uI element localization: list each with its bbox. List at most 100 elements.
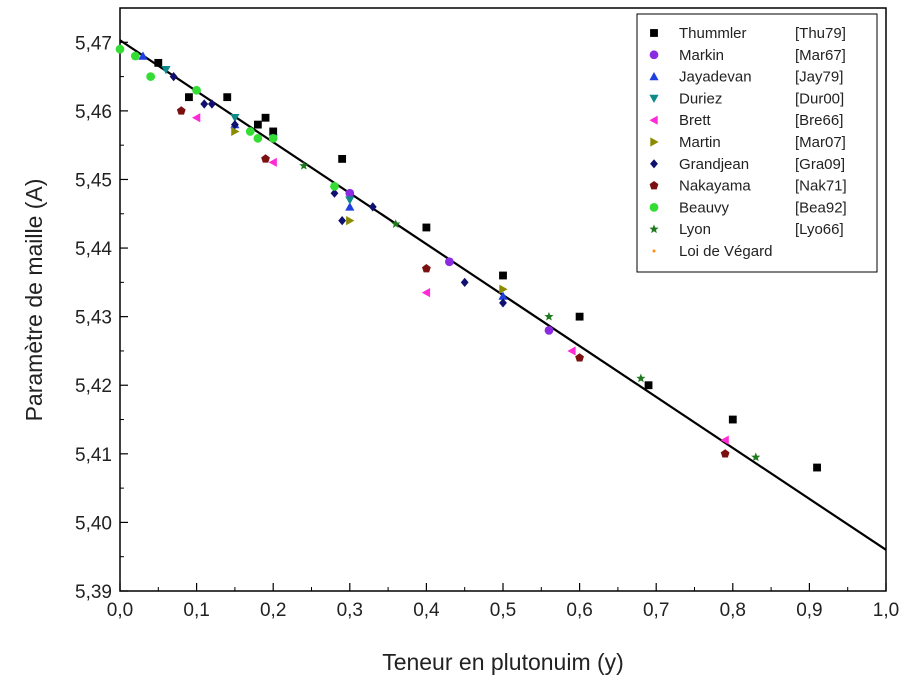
- y-tick-label: 5,47: [75, 33, 112, 54]
- legend-marker-nakayama: [649, 181, 659, 190]
- point-duriez: [161, 66, 171, 75]
- point-thummler: [728, 415, 737, 424]
- point-grandjean: [368, 202, 377, 212]
- point-lyon: [636, 373, 646, 383]
- point-thummler: [154, 58, 163, 67]
- point-martin: [231, 126, 240, 137]
- legend-label-jayadevan: Jayadevan: [679, 69, 752, 86]
- point-thummler: [253, 120, 262, 129]
- y-tick-label: 5,42: [75, 376, 112, 397]
- point-beauvy: [245, 127, 255, 136]
- point-beauvy: [253, 133, 263, 143]
- point-grandjean: [460, 277, 469, 287]
- point-beauvy: [192, 85, 201, 95]
- point-thummler: [338, 154, 347, 163]
- point-nakayama: [575, 353, 584, 362]
- legend-marker-duriez: [649, 94, 659, 103]
- legend-label-loi-de-v-gard: Loi de Végard: [679, 243, 772, 260]
- point-markin: [544, 325, 554, 335]
- point-martin: [346, 216, 355, 226]
- x-tick-label: 0,2: [260, 600, 286, 621]
- legend-label-grandjean: Grandjean: [679, 156, 749, 173]
- legend-label-lyon: Lyon: [679, 221, 711, 238]
- x-tick-label: 0,1: [183, 600, 209, 621]
- y-tick-label: 5,43: [75, 308, 112, 329]
- point-thummler: [813, 463, 821, 472]
- point-thummler: [499, 271, 507, 280]
- point-nakayama: [720, 449, 730, 458]
- point-jayadevan: [498, 291, 508, 300]
- legend-ref-nakayama: [Nak71]: [795, 178, 847, 195]
- point-duriez: [345, 196, 355, 205]
- y-tick-label: 5,44: [75, 239, 112, 260]
- point-thummler: [269, 127, 278, 136]
- point-grandjean: [200, 99, 209, 109]
- y-tick-label: 5,41: [75, 445, 112, 466]
- point-nakayama: [261, 154, 270, 163]
- legend-ref-jayadevan: [Jay79]: [795, 69, 843, 86]
- point-thummler: [261, 113, 270, 122]
- point-thummler: [422, 223, 431, 232]
- legend-ref-brett: [Bre66]: [795, 112, 843, 129]
- point-grandjean: [169, 71, 178, 82]
- point-beauvy: [115, 44, 125, 54]
- legend-marker-brett: [649, 115, 658, 125]
- point-nakayama: [176, 106, 186, 115]
- point-markin: [345, 188, 355, 198]
- legend-marker-lyon: [649, 224, 659, 234]
- legend-ref-grandjean: [Gra09]: [795, 156, 845, 173]
- legend-label-duriez: Duriez: [679, 90, 722, 107]
- x-axis-title: Teneur en plutonuim (y): [382, 649, 624, 675]
- point-grandjean: [499, 298, 507, 308]
- x-tick-label: 0,5: [490, 600, 516, 621]
- legend-label-martin: Martin: [679, 134, 721, 151]
- legend-marker-thummler: [650, 29, 658, 37]
- point-brett: [192, 113, 201, 123]
- x-tick-label: 0,8: [720, 600, 746, 621]
- point-duriez: [230, 114, 240, 123]
- point-beauvy: [146, 72, 156, 81]
- point-lyon: [751, 452, 761, 462]
- point-thummler: [223, 93, 232, 102]
- legend-marker-martin: [650, 137, 659, 147]
- point-grandjean: [330, 188, 339, 198]
- legend-box: [636, 13, 878, 273]
- legend-ref-duriez: [Dur00]: [795, 90, 844, 107]
- x-tick-label: 0,7: [643, 600, 669, 621]
- point-grandjean: [338, 216, 347, 226]
- point-brett: [720, 435, 729, 445]
- point-brett: [421, 288, 431, 298]
- y-tick-label: 5,40: [75, 513, 112, 534]
- point-jayadevan: [345, 202, 355, 211]
- legend-label-markin: Markin: [679, 47, 724, 64]
- legend-marker-jayadevan: [649, 72, 659, 81]
- y-tick-label: 5,45: [75, 170, 112, 191]
- point-grandjean: [230, 120, 239, 130]
- point-beauvy: [130, 51, 140, 61]
- legend-label-beauvy: Beauvy: [679, 199, 730, 216]
- legend-ref-markin: [Mar67]: [795, 47, 846, 64]
- legend-ref-martin: [Mar07]: [795, 134, 846, 151]
- y-tick-label: 5,39: [75, 582, 112, 603]
- point-thummler: [575, 312, 584, 321]
- x-tick-label: 0,4: [413, 600, 440, 621]
- point-lyon: [544, 311, 554, 321]
- point-lyon: [299, 160, 309, 170]
- point-nakayama: [422, 264, 431, 273]
- legend-marker-beauvy: [649, 203, 659, 212]
- point-martin: [499, 284, 508, 294]
- x-tick-label: 0,0: [107, 600, 133, 621]
- point-thummler: [644, 381, 653, 390]
- legend-marker-grandjean: [650, 159, 658, 169]
- legend-marker-markin: [649, 50, 659, 60]
- point-grandjean: [208, 99, 216, 109]
- y-axis-title: Paramètre de maille (A): [21, 179, 47, 422]
- legend-ref-beauvy: [Bea92]: [795, 199, 847, 216]
- point-lyon: [391, 219, 401, 228]
- x-tick-label: 0,3: [337, 600, 363, 621]
- y-tick-label: 5,46: [75, 102, 112, 123]
- x-tick-label: 0,9: [796, 600, 822, 621]
- x-tick-label: 0,6: [566, 600, 592, 621]
- legend: Thummler [Thu79] Markin [Mar67] Jayadevan [Ja…: [636, 13, 878, 273]
